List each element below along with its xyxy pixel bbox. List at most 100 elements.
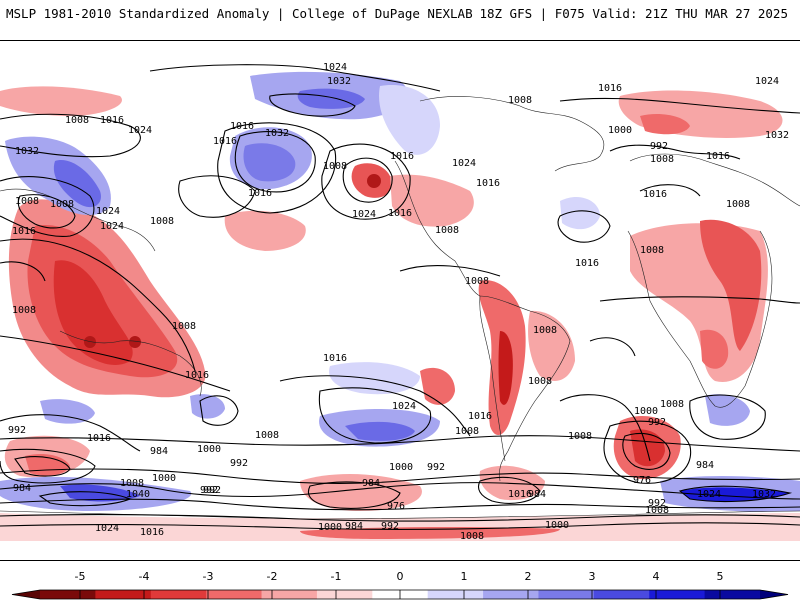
isobar-label: 1016 <box>575 258 599 269</box>
colorbar-swatch <box>40 590 96 599</box>
colorbar-swatch <box>316 590 373 599</box>
isobar-label: 1008 <box>12 305 36 316</box>
colorbar-swatch <box>483 590 539 599</box>
run-info: 18Z GFS | F075 Valid: 21Z THU MAR 27 202… <box>479 6 788 21</box>
colorbar-tick-label: -3 <box>202 570 214 583</box>
isobar-label: 1016 <box>390 151 414 162</box>
isobar-label: 1032 <box>327 76 351 87</box>
isobar-label: 1024 <box>755 76 779 87</box>
isobars <box>0 64 800 530</box>
isobar-label: 1016 <box>323 353 347 364</box>
colorbar-swatch <box>704 590 761 599</box>
isobar-label: 1008 <box>528 376 552 387</box>
isobar-label: 1008 <box>65 115 89 126</box>
isobar-label: 984 <box>150 446 168 457</box>
isobar-label: 1008 <box>323 161 347 172</box>
coastlines <box>0 96 800 520</box>
colorbar-swatch <box>649 590 706 599</box>
colorbar-max-arrow <box>760 590 788 599</box>
anomaly-map: 1024 1032 1008 1016 1008 1016 1024 1032 … <box>0 62 800 542</box>
anomaly-positive-europe <box>618 90 783 138</box>
isobar-label: 1016 <box>185 370 209 381</box>
isobar-label: 1008 <box>645 505 669 516</box>
colorbar-swatch <box>150 590 207 599</box>
isobar-label: 1008 <box>568 431 592 442</box>
isobar-label: 1000 <box>545 520 569 531</box>
isobar-label: 1024 <box>352 209 376 220</box>
isobar-label: 1024 <box>100 221 124 232</box>
colorbar-min-arrow <box>12 590 40 599</box>
colorbar: -5 -4 -3 -2 -1 0 1 2 3 4 5 <box>0 570 800 600</box>
colorbar-swatch <box>95 590 152 599</box>
isobar-label: 1040 <box>126 489 150 500</box>
colorbar-tick-label: 2 <box>524 570 532 583</box>
isobar-label: 992 <box>381 521 399 532</box>
isobar-label: 1008 <box>255 430 279 441</box>
isobar-label: 976 <box>633 475 651 486</box>
colorbar-scale <box>11 589 789 600</box>
isobar-label: 1008 <box>120 478 144 489</box>
isobar-label: 1016 <box>213 136 237 147</box>
isobar-label: 1008 <box>460 531 484 542</box>
isobar-label: 976 <box>387 501 405 512</box>
isobar-label: 1008 <box>660 399 684 410</box>
colorbar-tick-label: 1 <box>460 570 468 583</box>
isobar-label: 1016 <box>598 83 622 94</box>
isobar-label: 1008 <box>465 276 489 287</box>
isobar-label: 1016 <box>388 208 412 219</box>
isobar-label: 1008 <box>508 95 532 106</box>
isobar-label: 1016 <box>643 189 667 200</box>
isobar-labels: 1024 1032 1008 1016 1008 1016 1024 1032 … <box>8 62 789 542</box>
isobar-label: 1008 <box>726 199 750 210</box>
isobar-label: 1024 <box>323 62 347 73</box>
isobar-label: 992 <box>427 462 445 473</box>
isobar-label: 1016 <box>230 121 254 132</box>
isobar-label: 1024 <box>96 206 120 217</box>
colorbar-swatch <box>206 590 263 599</box>
isobar-label: 1024 <box>95 523 119 534</box>
isobar-label: 1008 <box>640 245 664 256</box>
isobar-label: 1000 <box>608 125 632 136</box>
anomaly-shading <box>0 71 800 541</box>
colorbar-tick-label: 3 <box>588 570 596 583</box>
isobar-label: 1008 <box>15 196 39 207</box>
isobar-label: 1008 <box>150 216 174 227</box>
isobar-label: 1032 <box>752 489 776 500</box>
product-title: MSLP 1981-2010 Standardized Anomaly | Co… <box>6 6 473 21</box>
isobar-label: 1032 <box>265 128 289 139</box>
isobar-label: 1024 <box>452 158 476 169</box>
isobar-label: 984 <box>528 489 546 500</box>
isobar-label: 992 <box>648 498 666 509</box>
isobar-label: 992 <box>8 425 26 436</box>
isobar-label: 992 <box>203 485 221 496</box>
isobar-label: 1016 <box>706 151 730 162</box>
isobar-label: 984 <box>13 483 31 494</box>
colorbar-tick-label: -1 <box>330 570 342 583</box>
isobar-label: 1024 <box>697 489 721 500</box>
isobar-label: 1016 <box>100 115 124 126</box>
isobar-label: 992 <box>650 141 668 152</box>
isobar-label: 1008 <box>172 321 196 332</box>
isobar-label: 1032 <box>15 146 39 157</box>
header: MSLP 1981-2010 Standardized Anomaly | Co… <box>0 0 800 28</box>
isobar-label: 1000 <box>634 406 658 417</box>
isobar-label: 1008 <box>50 199 74 210</box>
colorbar-swatch <box>261 590 318 599</box>
isobar-label: 1032 <box>765 130 789 141</box>
isobar-label: 1016 <box>12 226 36 237</box>
isobar-label: 1016 <box>508 489 532 500</box>
isobar-label: 1008 <box>650 154 674 165</box>
isobar-label: 1000 <box>152 473 176 484</box>
isobar-label: 984 <box>362 478 380 489</box>
isobar-label: 992 <box>200 485 218 496</box>
colorbar-tick-label: 4 <box>652 570 660 583</box>
isobar-label: 984 <box>345 521 363 532</box>
isobar-label: 1024 <box>392 401 416 412</box>
colorbar-tick-label: -5 <box>74 570 86 583</box>
colorbar-swatch <box>538 590 595 599</box>
isobar-label: 1016 <box>87 433 111 444</box>
isobar-label: 1008 <box>435 225 459 236</box>
map-panel: 1024 1032 1008 1016 1008 1016 1024 1032 … <box>0 40 800 561</box>
isobar-label: 1008 <box>455 426 479 437</box>
colorbar-tick-label: 0 <box>396 570 404 583</box>
